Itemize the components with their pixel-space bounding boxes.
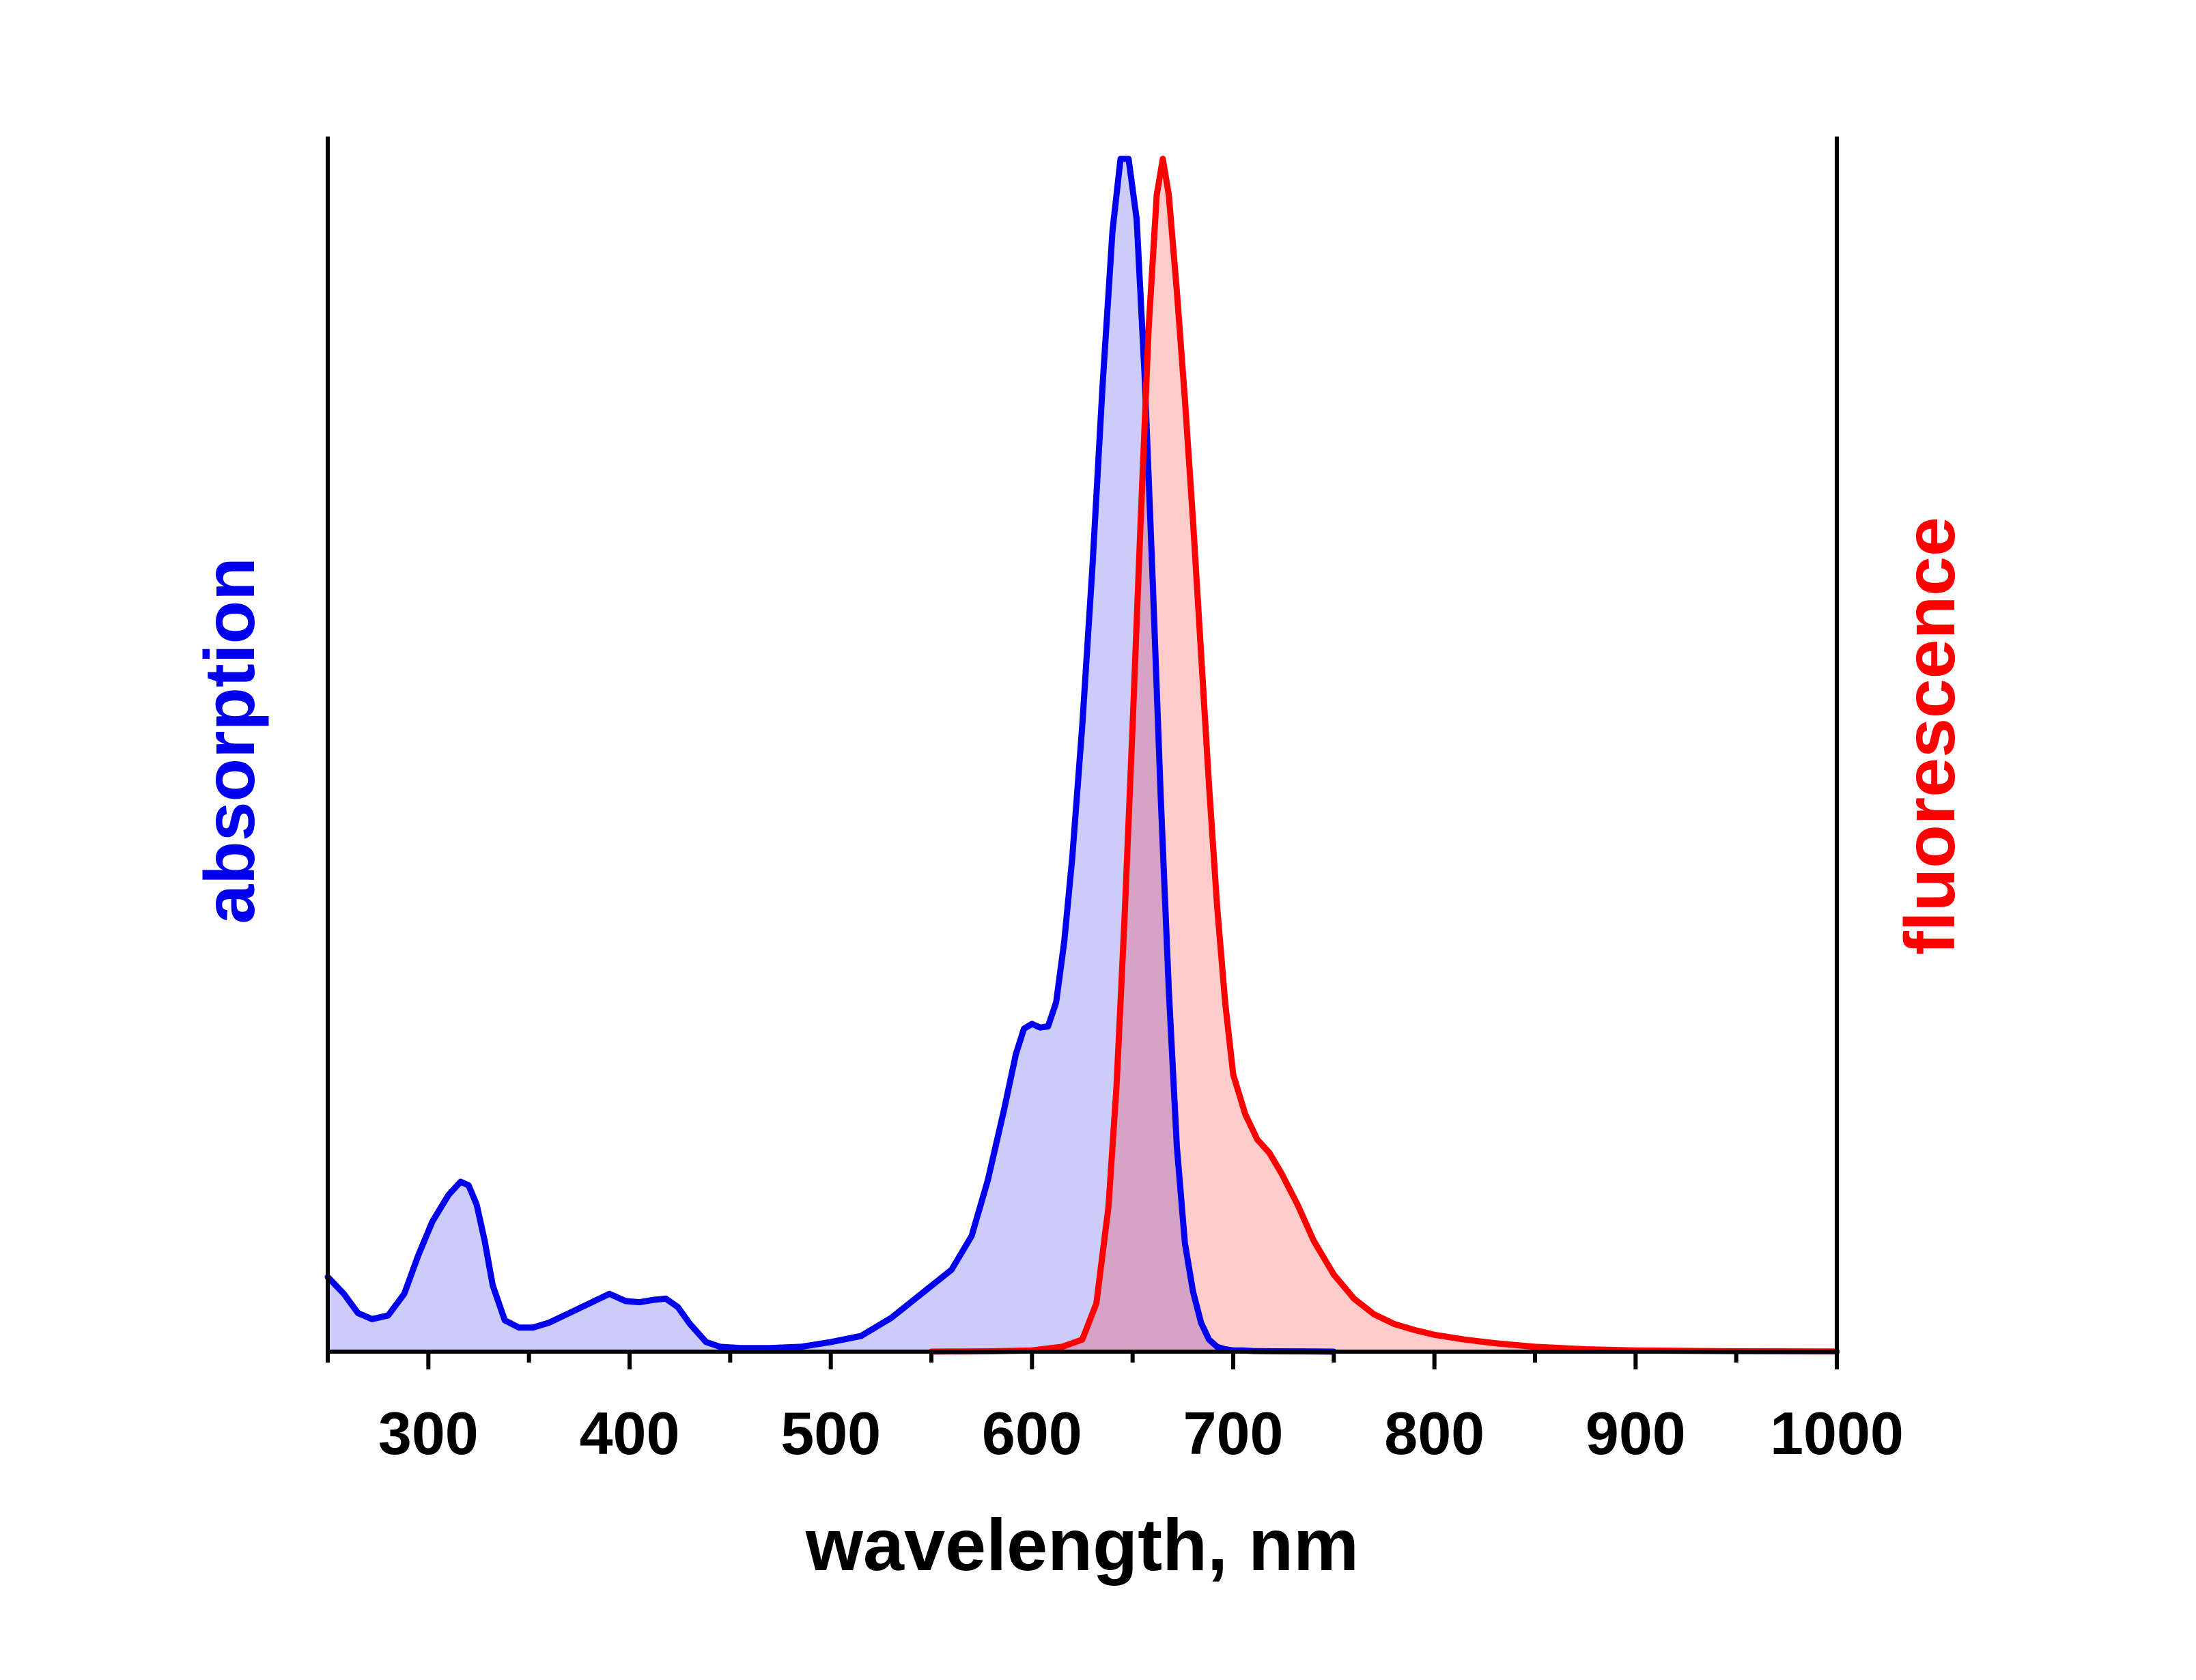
absorption-fill	[328, 158, 1334, 1352]
left-axis-title: absorption	[191, 557, 270, 924]
fluorescence-line	[928, 156, 1840, 1355]
x-ticks	[326, 1352, 1839, 1369]
absorption-line	[324, 156, 1337, 1355]
x-tick-label: 400	[580, 1399, 680, 1467]
series-lines	[324, 156, 1840, 1355]
x-tick-label: 1000	[1770, 1399, 1904, 1467]
x-tick-label: 700	[1183, 1399, 1284, 1467]
right-axis-title: fluorescence	[1891, 517, 1970, 955]
axes	[326, 137, 1839, 1354]
x-tick-label: 800	[1384, 1399, 1484, 1467]
x-tick-labels: 300 400 500 600 700 800 900 1000	[378, 1399, 1904, 1467]
fluorescence-fill	[931, 158, 1837, 1352]
x-tick-label: 300	[378, 1399, 479, 1467]
x-tick-label: 600	[982, 1399, 1082, 1467]
x-tick-label: 500	[780, 1399, 881, 1467]
x-tick-label: 900	[1586, 1399, 1686, 1467]
series-fills	[328, 158, 1837, 1352]
x-axis-title: wavelength, nm	[805, 1503, 1359, 1586]
